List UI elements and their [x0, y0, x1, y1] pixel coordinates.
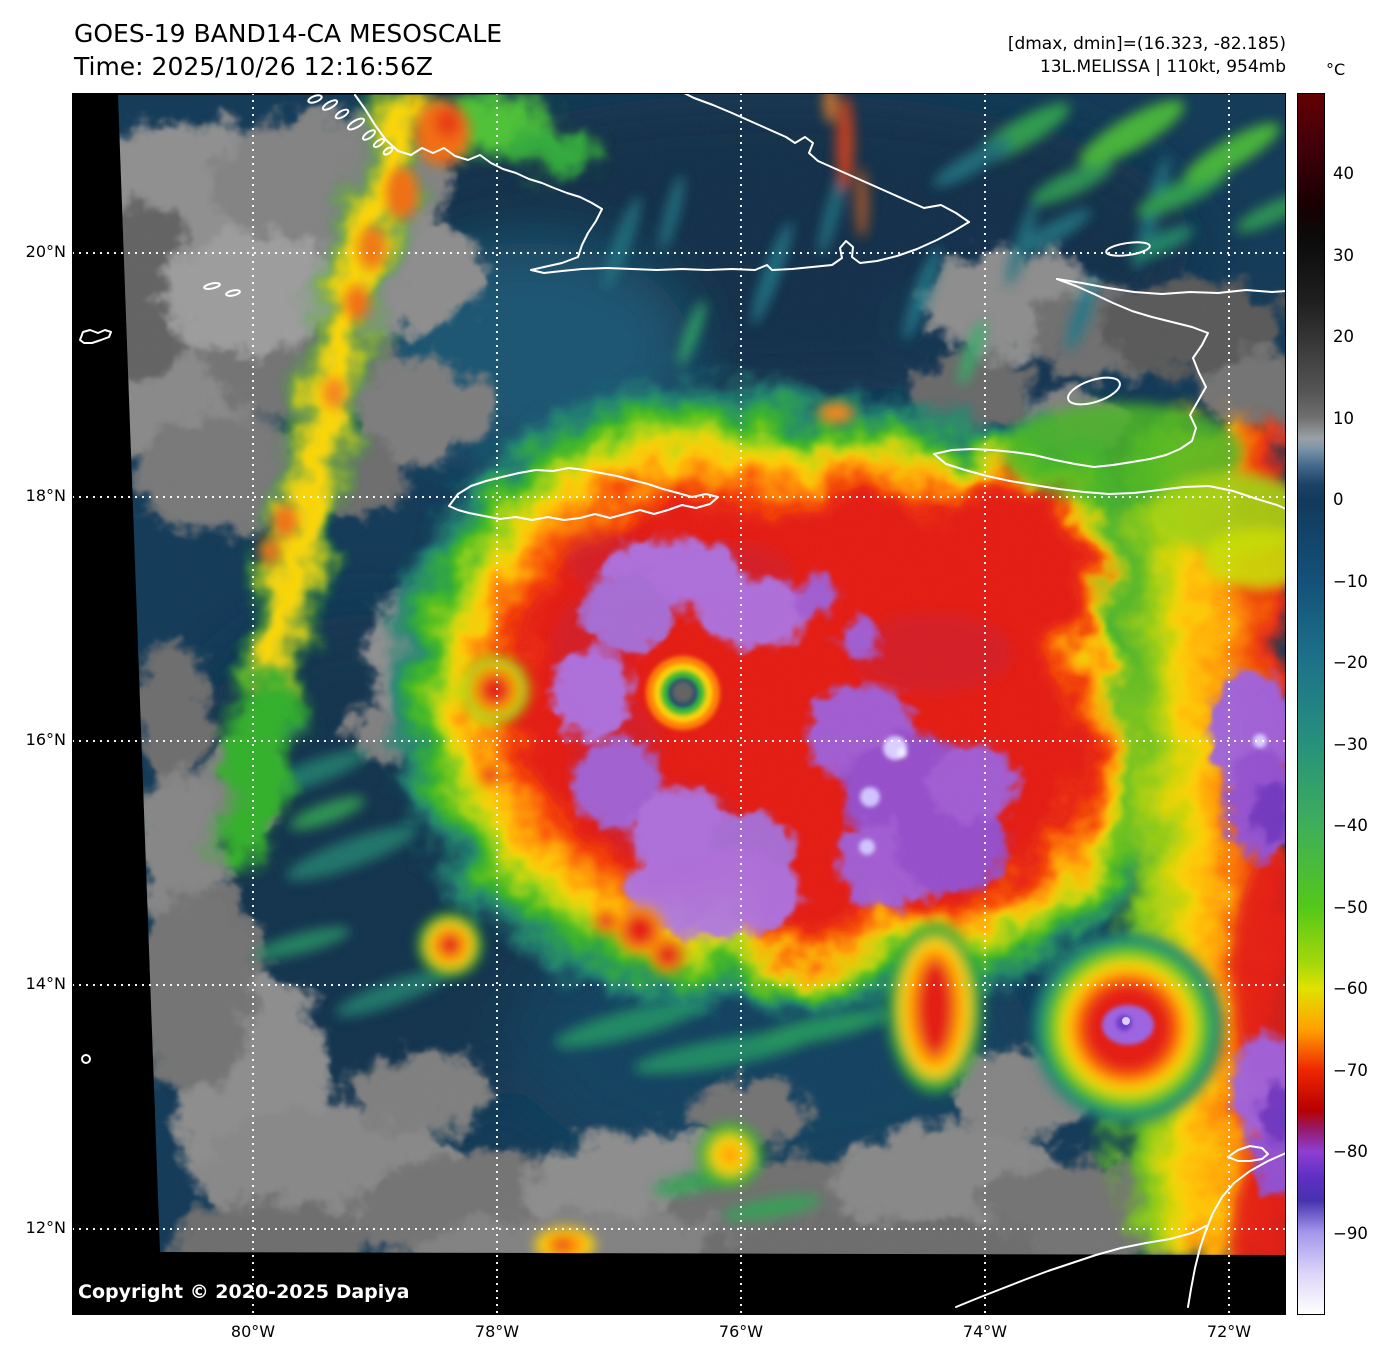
colorbar-tick-m80: −80	[1333, 1142, 1368, 1161]
data-region	[118, 93, 1286, 1255]
satellite-map	[72, 93, 1286, 1315]
coastline-cayman-brac	[225, 289, 241, 297]
coastline-providencia	[81, 1054, 91, 1064]
colorbar-tick-m70: −70	[1333, 1061, 1368, 1080]
lat-label-14n: 14°N	[25, 974, 66, 993]
coastlines	[79, 93, 1286, 1308]
colorbar-tick-40: 40	[1333, 164, 1354, 183]
coastline-tortuga	[1105, 241, 1151, 257]
coastline-cuba-south	[354, 94, 970, 274]
colorbar-tick-m40: −40	[1333, 816, 1368, 835]
coastline-jamaica	[448, 467, 719, 521]
product-header: GOES-19 BAND14-CA MESOSCALE Time: 2025/1…	[74, 18, 502, 83]
graticule	[72, 93, 1286, 1315]
colorbar-tick-m50: −50	[1333, 898, 1368, 917]
lon-label-72w: 72°W	[1206, 1322, 1252, 1341]
lat-label-12n: 12°N	[25, 1218, 66, 1237]
lon-label-74w: 74°W	[962, 1322, 1008, 1341]
coastline-grand-cayman	[79, 329, 112, 344]
lon-label-78w: 78°W	[474, 1322, 520, 1341]
temperature-colorbar	[1297, 93, 1325, 1315]
colorbar-tick-m60: −60	[1333, 979, 1368, 998]
coastline-gonave	[1067, 376, 1121, 406]
satellite-image	[72, 93, 1286, 1315]
colorbar-tick-10: 10	[1333, 409, 1354, 428]
storm-info-label: 13L.MELISSA | 110kt, 954mb	[1039, 57, 1286, 78]
product-meta: [dmax, dmin]=(16.323, -82.185) 13L.MELIS…	[1008, 33, 1286, 80]
colorbar-unit-label: °C	[1326, 60, 1346, 79]
colorbar-tick-30: 30	[1333, 246, 1354, 265]
colorbar-tick-m90: −90	[1333, 1224, 1368, 1243]
colorbar-tick-m10: −10	[1333, 572, 1368, 591]
colorbar-tick-20: 20	[1333, 327, 1354, 346]
product-timestamp: Time: 2025/10/26 12:16:56Z	[74, 51, 433, 81]
lat-label-20n: 20°N	[25, 242, 66, 261]
lat-label-18n: 18°N	[25, 486, 66, 505]
colorbar-tick-m30: −30	[1333, 735, 1368, 754]
lon-label-80w: 80°W	[230, 1322, 276, 1341]
sensor-grain	[118, 93, 1286, 1255]
product-title: GOES-19 BAND14-CA MESOSCALE	[74, 19, 503, 48]
coastline-guajira-hook	[1227, 1145, 1269, 1162]
colorbar-tick-m20: −20	[1333, 653, 1368, 672]
coastline-guajira	[955, 1224, 1209, 1308]
coastline-hispaniola-north	[1056, 278, 1286, 295]
coastline-haiti-west	[933, 278, 1286, 510]
copyright-watermark: Copyright © 2020-2025 Dapiya	[78, 1281, 410, 1303]
map-border	[72, 93, 1286, 1315]
data-range-label: [dmax, dmin]=(16.323, -82.185)	[1007, 34, 1286, 54]
lon-label-76w: 76°W	[718, 1322, 764, 1341]
colorbar-tick-0: 0	[1333, 490, 1344, 509]
coastline-little-cayman	[203, 282, 221, 290]
coastline-cuba-cays	[307, 94, 394, 156]
coastline-cuba-north	[683, 93, 970, 223]
lat-label-16n: 16°N	[25, 730, 66, 749]
coastline-south-america-east	[1187, 1152, 1286, 1308]
